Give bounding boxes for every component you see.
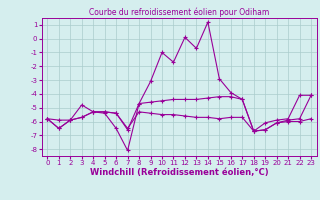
Title: Courbe du refroidissement éolien pour Odiham: Courbe du refroidissement éolien pour Od…: [89, 8, 269, 17]
X-axis label: Windchill (Refroidissement éolien,°C): Windchill (Refroidissement éolien,°C): [90, 168, 268, 177]
